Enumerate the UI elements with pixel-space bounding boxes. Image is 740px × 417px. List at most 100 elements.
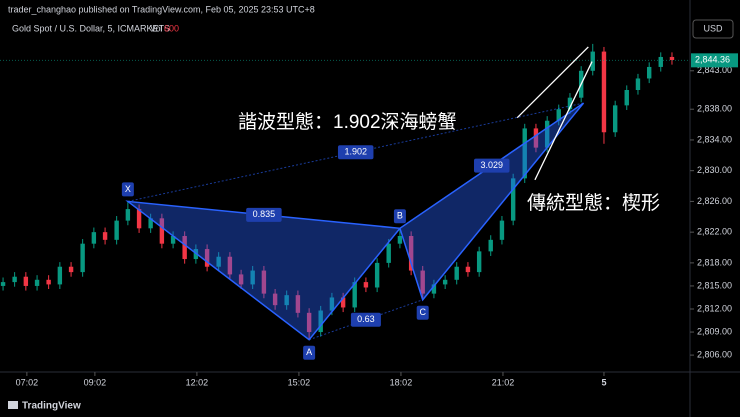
point-box (416, 305, 429, 320)
x-tick-label: 15:02 (288, 377, 311, 387)
annotation: 傳統型態：楔形 (527, 192, 660, 214)
candle-body (91, 232, 97, 244)
volume-label: Vol (150, 23, 163, 33)
candle-body (318, 310, 323, 333)
candle-body (23, 276, 29, 286)
x-tick-label: 09:02 (84, 377, 107, 387)
volume-value: 600 (164, 23, 179, 33)
candle-body (590, 51, 595, 71)
candle-body (612, 105, 618, 133)
ratio-box (350, 312, 381, 327)
ratio-label: 0.835 (253, 209, 276, 219)
candle-body (34, 279, 40, 286)
candle-body (556, 109, 561, 121)
candle-body (340, 297, 346, 308)
ratio-label: 3.029 (480, 160, 503, 170)
candle-body (261, 270, 267, 294)
y-tick-label: 2,818.00 (697, 257, 732, 267)
currency[interactable]: USD (703, 23, 723, 33)
y-tick-label: 2,826.00 (697, 196, 732, 206)
candle-body (465, 266, 471, 273)
candle-body (250, 270, 255, 285)
candle-body (408, 235, 414, 271)
candle-body (136, 209, 142, 229)
candle-body (624, 89, 629, 106)
candle-body (57, 266, 63, 285)
ratio-box (246, 207, 282, 222)
point-label: X (125, 184, 131, 194)
candle-body (510, 178, 516, 221)
candle-body (216, 256, 221, 267)
candle-body (420, 270, 425, 294)
candle-body (0, 282, 6, 286)
candle-body (306, 312, 312, 333)
point-box (393, 209, 406, 224)
candle-body (352, 282, 357, 308)
candle-body (601, 51, 607, 133)
candle-body (114, 220, 119, 240)
y-tick-label: 2,815.00 (697, 280, 732, 290)
candle-body (567, 97, 573, 110)
y-tick-label: 2,843.00 (697, 65, 732, 75)
candle-body (182, 235, 187, 260)
published-note: trader_changhao published on TradingView… (8, 4, 315, 14)
candle-body (238, 274, 244, 285)
x-tick-label: 07:02 (16, 377, 39, 387)
ratio-box (473, 158, 510, 173)
candle-body (431, 284, 437, 294)
point-label: A (306, 347, 312, 357)
wedge-line (516, 46, 589, 119)
candle-body (635, 78, 641, 90)
y-tick-label: 2,812.00 (697, 303, 732, 313)
candle-body (68, 266, 74, 273)
wedge-line (534, 61, 593, 181)
candle-body (386, 243, 391, 263)
y-tick-label: 2,838.00 (697, 104, 732, 114)
ratio-label: 0.63 (357, 314, 375, 324)
candle-body (522, 128, 527, 179)
candle-body (125, 209, 131, 221)
x-tick-label: 18:02 (390, 377, 413, 387)
candle-body (442, 279, 448, 285)
candle-body (227, 256, 233, 275)
x-tick-label: 12:02 (186, 377, 209, 387)
brand: TradingView (22, 401, 81, 412)
candle-body (159, 218, 165, 244)
candle-body (12, 276, 17, 283)
ratio-box (337, 145, 374, 160)
candle-body (329, 297, 335, 311)
candle-body (204, 249, 210, 267)
candle-body (499, 220, 505, 240)
currency-button[interactable] (692, 19, 734, 39)
brand-logo (8, 401, 18, 409)
candle-body (646, 66, 652, 79)
y-tick-label: 2,806.00 (697, 349, 732, 359)
last-price-tag (691, 53, 738, 68)
candle-body (397, 235, 403, 244)
candle-body (170, 235, 176, 244)
y-tick-label: 2,809.00 (697, 326, 732, 336)
last-price-label: 2,844.36 (695, 55, 730, 65)
candle-body (363, 282, 369, 288)
point-label: C (419, 307, 426, 317)
candle-body (80, 243, 85, 273)
candle-body (102, 232, 108, 240)
point-box (303, 345, 316, 360)
y-tick-label: 2,830.00 (697, 165, 732, 175)
x-tick-label: 21:02 (492, 377, 515, 387)
ratio-label: 1.902 (344, 147, 367, 157)
candle-body (284, 295, 289, 306)
candle-body (295, 295, 301, 313)
candle-body (544, 120, 550, 148)
candle-body (488, 239, 493, 252)
candle-body (148, 218, 153, 229)
candle-body (669, 56, 675, 61)
point-label: B (397, 211, 403, 221)
y-tick-label: 2,834.00 (697, 134, 732, 144)
candle-body (374, 262, 380, 288)
symbol-title: Gold Spot / U.S. Dollar, 5, ICMARKETS (12, 23, 170, 33)
point-box (121, 182, 134, 197)
y-tick-label: 2,822.00 (697, 227, 732, 237)
